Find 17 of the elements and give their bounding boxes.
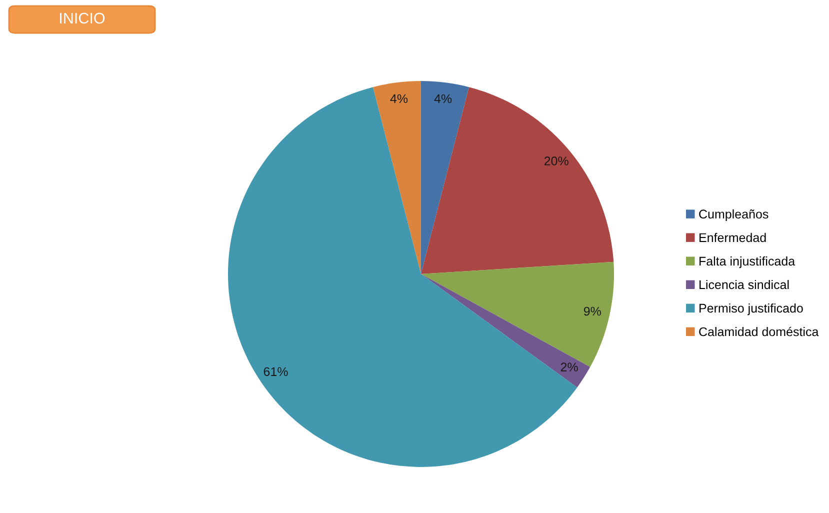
data-label: 20%: [544, 156, 568, 166]
legend-label: Licencia sindical: [700, 280, 789, 290]
legend-label: Cumpleaños: [699, 209, 768, 222]
data-label: 4%: [434, 94, 452, 104]
pie-slice: [421, 81, 469, 274]
pie-slice: [421, 87, 614, 274]
legend-label: Enfermedad: [700, 232, 766, 242]
legend-label: Permiso justificado: [700, 303, 803, 316]
pie-slice: [228, 87, 578, 467]
data-label: 4%: [390, 94, 408, 104]
text: INICIO: [60, 12, 105, 24]
pie-slice: [373, 81, 421, 274]
data-label: 2%: [560, 362, 578, 372]
data-label: 9%: [584, 306, 601, 316]
legend-label: Falta injustificada: [700, 256, 796, 268]
legend-label: Calamidad doméstica: [699, 326, 819, 336]
data-label: 61%: [264, 367, 288, 376]
